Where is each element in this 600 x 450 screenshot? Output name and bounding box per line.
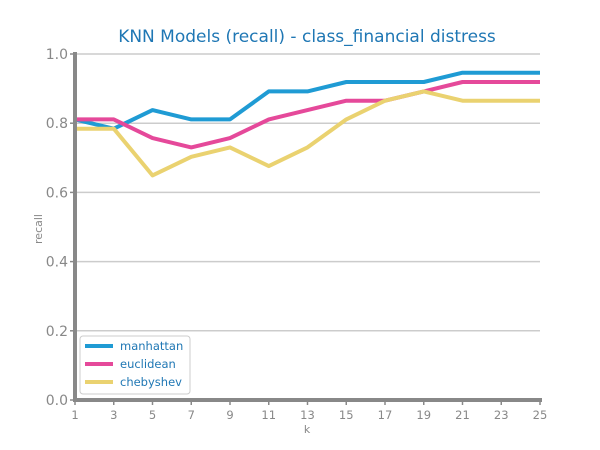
x-tick-label: 21 xyxy=(455,408,470,422)
x-tick-label: 13 xyxy=(300,408,315,422)
y-tick-label: 0.4 xyxy=(46,255,68,271)
y-tick-label: 0.2 xyxy=(46,324,68,340)
x-tick-label: 23 xyxy=(494,408,509,422)
x-tick-label: 3 xyxy=(110,408,117,422)
gridlines xyxy=(75,53,540,332)
series-lines xyxy=(74,70,540,178)
y-tick-label: 0.6 xyxy=(46,185,68,201)
chart-title: KNN Models (recall) - class_financial di… xyxy=(118,27,496,47)
x-tick-label: 7 xyxy=(188,408,195,422)
x-tick-label: 5 xyxy=(149,408,156,422)
x-tick-label: 15 xyxy=(339,408,354,422)
x-tick-label: 11 xyxy=(261,408,276,422)
x-axis-label: k xyxy=(304,423,311,436)
legend-label-euclidean: euclidean xyxy=(120,357,176,371)
series-line-chebyshev xyxy=(75,89,540,178)
x-tick-label: 19 xyxy=(416,408,431,422)
series-line-euclidean xyxy=(75,80,540,150)
x-ticks: 1 3 5 7 9 11 13 15 17 19 21 23 25 xyxy=(71,400,547,422)
x-tick-label: 25 xyxy=(533,408,548,422)
series-line-manhattan xyxy=(74,70,540,131)
legend: manhattan euclidean chebyshev xyxy=(79,335,191,395)
y-tick-label: 0.0 xyxy=(46,393,68,409)
legend-label-chebyshev: chebyshev xyxy=(120,375,182,389)
x-tick-label: 1 xyxy=(71,408,78,422)
x-tick-label: 9 xyxy=(226,408,233,422)
y-ticks: 0.0 0.2 0.4 0.6 0.8 1.0 xyxy=(46,47,75,409)
y-tick-label: 0.8 xyxy=(46,116,68,132)
legend-label-manhattan: manhattan xyxy=(120,339,183,353)
y-tick-label: 1.0 xyxy=(46,47,68,63)
x-tick-label: 17 xyxy=(378,408,393,422)
legend-box xyxy=(79,335,191,395)
y-axis-label: recall xyxy=(32,214,45,244)
